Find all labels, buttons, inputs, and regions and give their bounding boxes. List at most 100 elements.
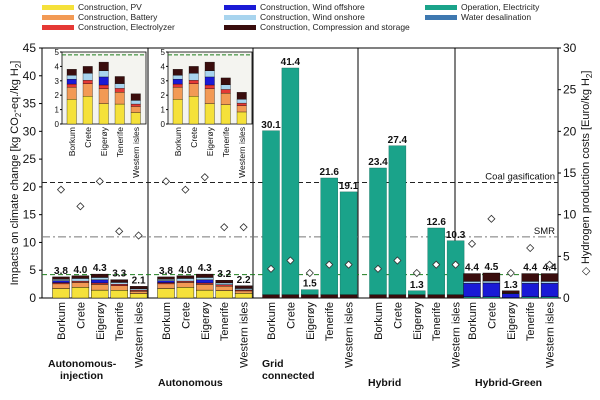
cost-marker bbox=[239, 223, 248, 232]
x-tick-label: Borkum bbox=[266, 302, 278, 340]
inset-bar-segment bbox=[114, 103, 125, 125]
inset-bar-segment bbox=[236, 111, 247, 125]
bar-segment bbox=[157, 276, 175, 280]
y-tick-label: 30 bbox=[23, 124, 37, 138]
inset-bar-segment bbox=[82, 96, 93, 125]
y2-axis-title-part: ] bbox=[580, 71, 592, 74]
bar-segment bbox=[521, 273, 539, 282]
x-tick-label: Western isles bbox=[134, 302, 146, 368]
group-label-line: injection bbox=[60, 370, 104, 382]
inset-y-tick-label: 4 bbox=[55, 62, 60, 71]
legend-swatch bbox=[224, 4, 256, 10]
y2-axis-title-part: ◇ Hydrogen production costs [Euro/kg H bbox=[580, 78, 592, 275]
inset-y-tick-label: 4 bbox=[161, 62, 166, 71]
bar-value-label: 12.6 bbox=[426, 217, 446, 228]
inset-bar-segment bbox=[236, 92, 247, 100]
x-tick-label: Western isles bbox=[545, 302, 557, 368]
inset-bar-segment bbox=[130, 103, 141, 107]
bar-segment bbox=[196, 279, 214, 284]
bar-segment bbox=[215, 282, 233, 285]
inset-bar-segment bbox=[130, 112, 141, 125]
cost-marker bbox=[161, 177, 171, 186]
inset-x-tick-label: Western isles bbox=[131, 127, 141, 178]
bar-value-label: 2.1 bbox=[132, 275, 146, 286]
inset-bar-segment bbox=[172, 99, 183, 125]
bar-segment bbox=[52, 288, 70, 299]
bar-segment bbox=[196, 289, 214, 299]
bar-segment bbox=[262, 294, 280, 299]
bar-value-label: 4.3 bbox=[93, 263, 107, 274]
bar-segment bbox=[446, 294, 465, 299]
bar-segment bbox=[129, 286, 148, 290]
bar-segment bbox=[369, 167, 387, 295]
bar-segment bbox=[196, 284, 214, 291]
bar-segment bbox=[129, 293, 148, 299]
bar-segment bbox=[463, 283, 481, 297]
cost-marker bbox=[305, 268, 314, 278]
cost-marker bbox=[506, 268, 515, 278]
bar-value-label: 30.1 bbox=[261, 120, 281, 131]
bar-segment bbox=[91, 279, 109, 284]
x-tick-label: Borkum bbox=[161, 302, 173, 340]
bar-segment bbox=[482, 272, 501, 282]
inset-bar-segment bbox=[82, 83, 93, 97]
inset-bar-segment bbox=[114, 83, 125, 89]
cost-marker bbox=[487, 214, 496, 223]
bar-segment bbox=[157, 280, 175, 283]
x-tick-label: Crete bbox=[75, 302, 87, 329]
inset-x-tick-label: Borkum bbox=[173, 127, 183, 156]
legend-item-water-desalination: Water desalination bbox=[425, 12, 531, 22]
inset-bar-segment bbox=[130, 106, 141, 113]
y-tick-label: 20 bbox=[23, 180, 37, 194]
x-tick-label: Western isles bbox=[239, 302, 251, 368]
x-tick-label: Crete bbox=[392, 302, 404, 329]
y-tick-label: 25 bbox=[23, 152, 37, 166]
inset-bar-segment bbox=[172, 83, 183, 88]
bar-segment bbox=[110, 285, 128, 291]
bar-segment bbox=[157, 283, 175, 289]
bar-segment bbox=[388, 294, 407, 299]
inset-x-tick-label: Borkum bbox=[67, 127, 77, 156]
x-tick-label: Eigerøy bbox=[95, 302, 107, 340]
legend-label: Construction, Electrolyzer bbox=[78, 22, 175, 32]
legend-label: Construction, Battery bbox=[78, 12, 158, 22]
inset-bar-segment bbox=[188, 96, 199, 125]
cost-marker bbox=[451, 260, 460, 269]
legend-swatch bbox=[42, 14, 74, 20]
x-tick-label: Crete bbox=[285, 302, 297, 329]
legend-swatch bbox=[42, 4, 74, 10]
cost-marker bbox=[56, 185, 66, 194]
y2-tick-label: 0 bbox=[563, 291, 570, 305]
bar-segment bbox=[110, 290, 128, 299]
bar-value-label: 23.4 bbox=[368, 157, 388, 168]
inset-y-tick-label: 1 bbox=[55, 106, 60, 115]
cost-marker bbox=[526, 243, 535, 253]
bar-value-label: 3.2 bbox=[217, 269, 231, 280]
bar-segment bbox=[52, 280, 70, 283]
bar-segment bbox=[463, 273, 481, 282]
bar-value-label: 3.3 bbox=[112, 269, 126, 280]
bar-segment bbox=[320, 177, 338, 295]
legend-item-electrolyzer: Construction, Electrolyzer bbox=[42, 22, 175, 32]
inset-bar-segment bbox=[98, 103, 109, 125]
inset-y-tick-label: 5 bbox=[55, 48, 60, 57]
y-tick-label: 0 bbox=[29, 291, 36, 305]
inset-y-tick-label: 0 bbox=[55, 120, 60, 129]
legend-swatch bbox=[42, 24, 74, 30]
y2-tick-label: 10 bbox=[563, 208, 577, 222]
group-label-line: Autonomous bbox=[158, 377, 223, 389]
inset-bar-segment bbox=[172, 69, 183, 76]
bar-segment bbox=[540, 283, 559, 297]
inset-bar-segment bbox=[172, 87, 183, 100]
y-tick-label: 45 bbox=[23, 41, 37, 55]
inset-bar-segment bbox=[204, 70, 215, 78]
x-tick-label: Tenerife bbox=[525, 302, 537, 341]
bar-segment bbox=[301, 294, 319, 299]
x-tick-label: Tenerife bbox=[431, 302, 443, 341]
inset-bar-segment bbox=[188, 73, 199, 81]
bar-value-label: 4.3 bbox=[198, 263, 212, 274]
inset-bar-segment bbox=[66, 75, 77, 80]
bar-segment bbox=[369, 294, 387, 299]
cost-marker bbox=[412, 268, 421, 278]
bar-segment bbox=[71, 282, 90, 288]
